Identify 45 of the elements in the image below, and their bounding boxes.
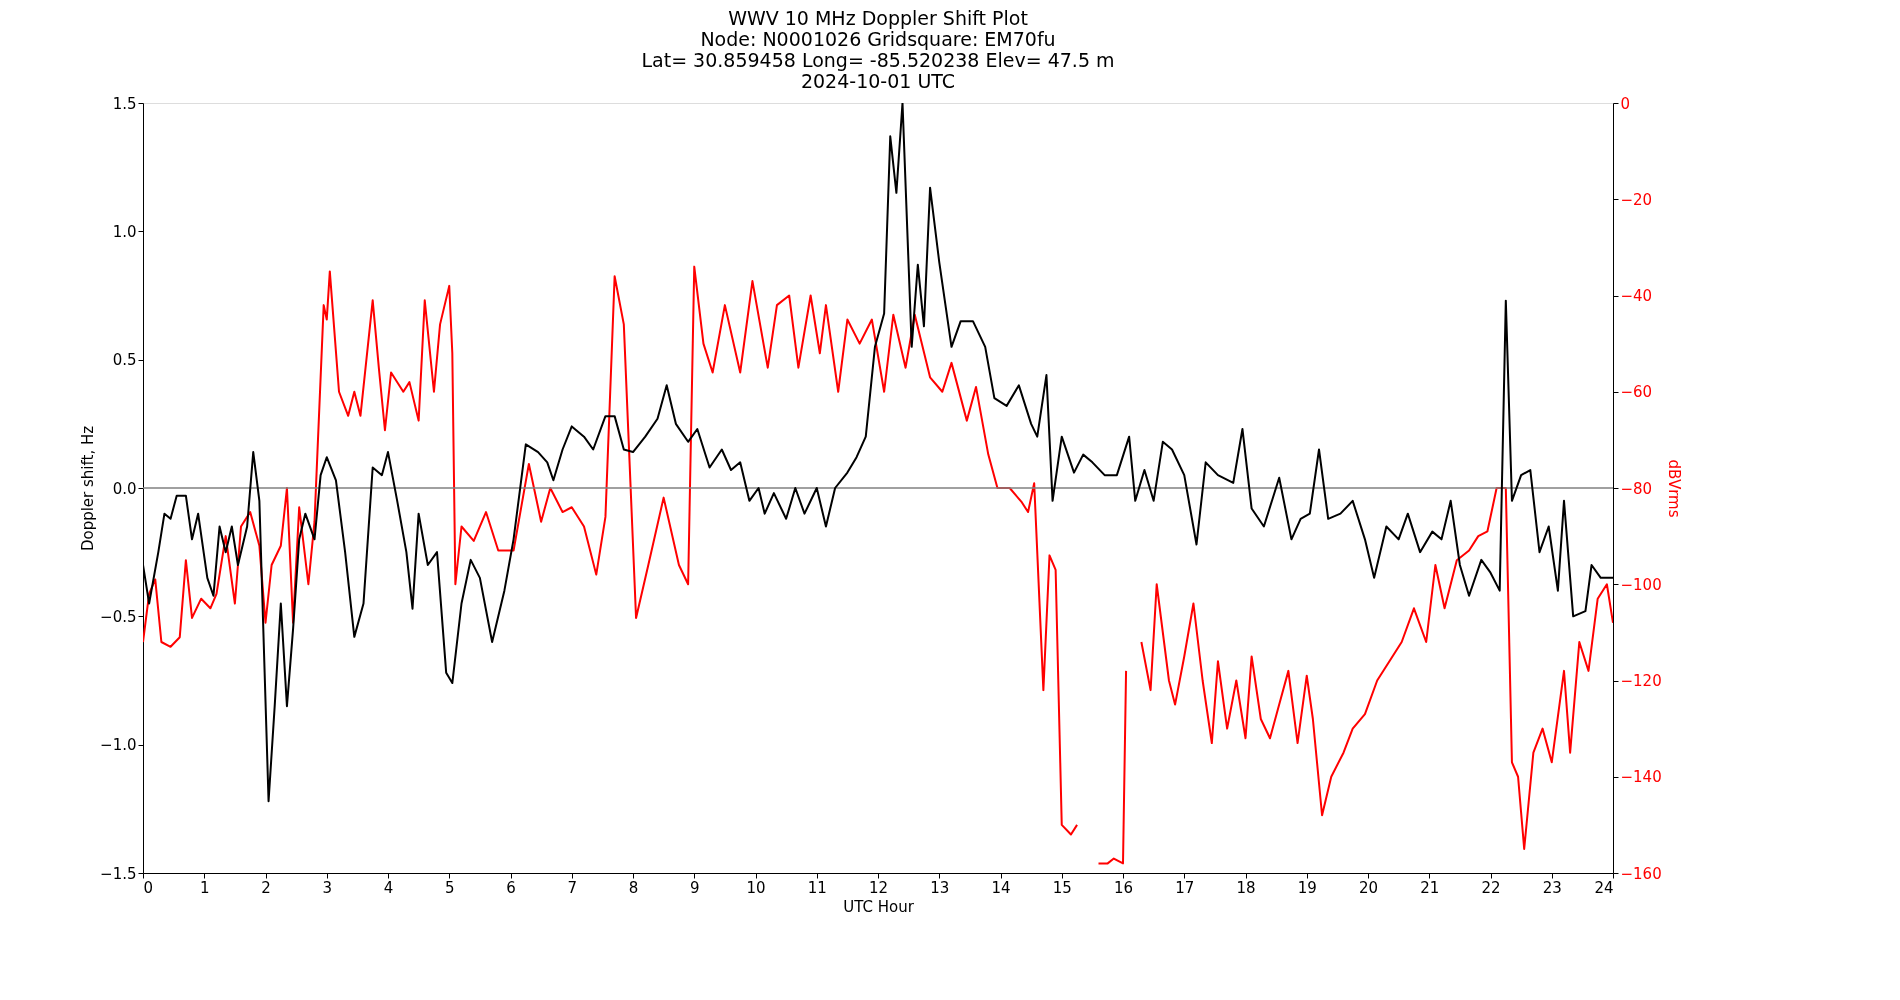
y2-tick-label: −80 bbox=[1620, 479, 1653, 498]
x-tick-label: 10 bbox=[746, 878, 766, 897]
x-tick-label: 24 bbox=[1594, 878, 1614, 897]
y-tick-label: −1.5 bbox=[100, 864, 137, 883]
x-tick-label: 21 bbox=[1420, 878, 1440, 897]
x-tick-label: 2 bbox=[261, 878, 271, 897]
x-tick-label: 13 bbox=[930, 878, 950, 897]
y2-tick-label: 0 bbox=[1620, 94, 1631, 113]
y-tick-label: −1.0 bbox=[100, 736, 137, 755]
y2-tick-label: −20 bbox=[1620, 190, 1653, 209]
y2-tick-label: −60 bbox=[1620, 383, 1653, 402]
x-tick-label: 15 bbox=[1052, 878, 1072, 897]
y2-tick-label: −100 bbox=[1620, 575, 1662, 594]
y2-tick-label: −160 bbox=[1620, 864, 1662, 883]
x-tick-label: 23 bbox=[1542, 878, 1562, 897]
x-tick-label: 11 bbox=[807, 878, 827, 897]
x-tick-label: 12 bbox=[868, 878, 889, 897]
x-tick-label: 1 bbox=[199, 878, 210, 897]
x-tick-label: 19 bbox=[1297, 878, 1317, 897]
x-tick-label: 9 bbox=[689, 878, 700, 897]
x-axis-title: UTC Hour bbox=[843, 897, 915, 916]
x-tick-label: 0 bbox=[143, 878, 154, 897]
y2-tick-label: −40 bbox=[1620, 287, 1653, 305]
y-tick-label: 0.5 bbox=[112, 351, 137, 370]
x-tick-label: 3 bbox=[322, 878, 333, 897]
x-tick-label: 5 bbox=[444, 878, 455, 897]
x-tick-label: 20 bbox=[1358, 878, 1379, 897]
x-tick-label: 16 bbox=[1113, 878, 1134, 897]
x-tick-label: 8 bbox=[628, 878, 639, 897]
x-tick-label: 18 bbox=[1236, 878, 1256, 897]
y-tick-label: 0.0 bbox=[112, 479, 137, 498]
x-tick-label: 4 bbox=[383, 878, 394, 897]
y2-tick-label: −140 bbox=[1620, 768, 1662, 787]
x-tick-label: 22 bbox=[1481, 878, 1501, 897]
x-tick-label: 14 bbox=[991, 878, 1011, 897]
y-tick-label: −0.5 bbox=[100, 607, 137, 626]
y-axis-title: Doppler shift, Hz bbox=[79, 425, 98, 552]
x-tick-label: 7 bbox=[567, 878, 578, 897]
y2-tick-label: −120 bbox=[1620, 672, 1662, 690]
y2-axis-title: dBVrms bbox=[1664, 459, 1683, 518]
x-tick-label: 17 bbox=[1175, 878, 1195, 897]
chart-title: WWV 10 MHz Doppler Shift Plot Node: N0001026 Gridsquare: EM70fu Lat= 30.859458 Long= -85.520238 Elev= 47.5 m 2024-10-01 UTC bbox=[641, 7, 1115, 92]
x-tick-label: 6 bbox=[506, 878, 516, 897]
y-tick-label: 1.5 bbox=[112, 94, 137, 113]
y-tick-label: 1.0 bbox=[112, 222, 137, 241]
